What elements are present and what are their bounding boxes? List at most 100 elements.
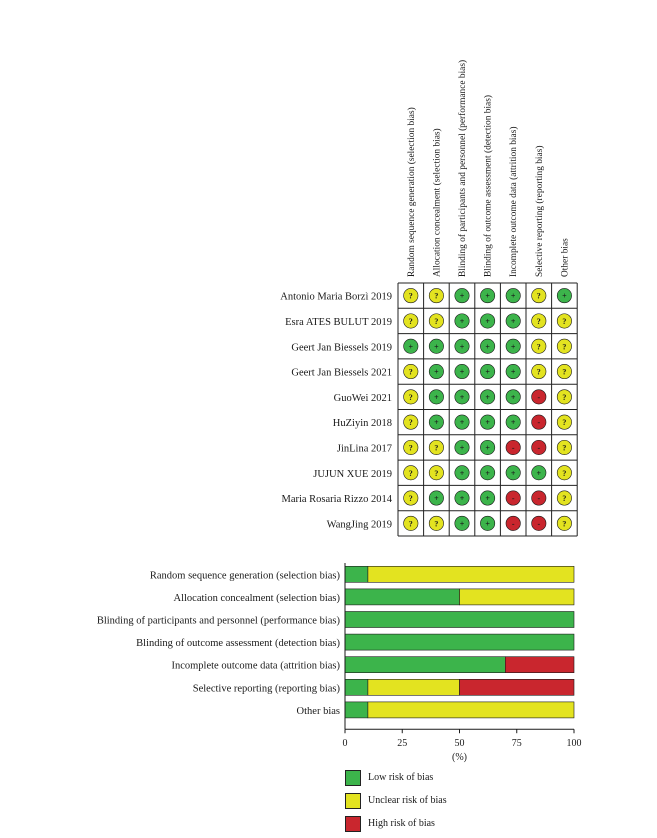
bar-category-label: Allocation concealment (selection bias) [174, 593, 341, 604]
judgement-low [480, 465, 496, 481]
judgement-unclear [403, 515, 419, 531]
judgement-low [480, 389, 496, 405]
summary-column-label: Selective reporting (reporting bias) [534, 146, 545, 277]
bar-segment-low [344, 588, 460, 606]
bar-category-label: Random sequence generation (selection bi… [150, 570, 341, 581]
judgement-low [454, 515, 470, 531]
summary-column-label: Blinding of outcome assessment (detectio… [483, 95, 494, 277]
summary-study-label: Esra ATES BULUT 2019 [285, 317, 392, 328]
bar-category-label: Blinding of outcome assessment (detectio… [136, 638, 340, 649]
judgement-low [480, 490, 496, 506]
judgement-low [454, 414, 470, 430]
summary-column-label: Blinding of participants and personnel (… [457, 60, 468, 277]
bar-category-label: Selective reporting (reporting bias) [193, 683, 341, 694]
judgement-symbol: ? [409, 418, 413, 427]
judgement-symbol: - [512, 519, 515, 528]
judgement-symbol: - [537, 393, 540, 402]
judgement-symbol: ? [562, 418, 566, 427]
judgement-symbol: + [460, 368, 465, 377]
judgement-unclear [556, 389, 572, 405]
legend-swatch-unclear [345, 793, 361, 809]
judgement-symbol: + [511, 317, 516, 326]
judgement-symbol: ? [409, 292, 413, 301]
judgement-symbol: + [562, 292, 567, 301]
judgement-symbol: - [512, 443, 515, 452]
judgement-high [531, 439, 547, 455]
bar-segment-low [344, 611, 575, 628]
legend-item-high: High risk of bias [345, 816, 485, 832]
judgement-low [480, 414, 496, 430]
judgement-symbol: ? [562, 469, 566, 478]
bar-segment-unclear [367, 678, 460, 696]
legend-swatch-high [345, 816, 361, 832]
judgement-unclear [403, 288, 419, 304]
summary-column-label: Allocation concealment (selection bias) [431, 128, 442, 277]
judgement-low [454, 490, 470, 506]
judgement-low [505, 414, 521, 430]
risk-of-bias-summary: Random sequence generation (selection bi… [280, 60, 578, 537]
summary-column-label: Other bias [560, 238, 570, 277]
judgement-unclear [403, 364, 419, 380]
x-axis-title: (%) [452, 752, 467, 763]
summary-study-label: Geert Jan Biessels 2019 [291, 342, 392, 353]
summary-column-label: Random sequence generation (selection bi… [406, 107, 417, 277]
judgement-symbol: ? [537, 317, 541, 326]
judgement-low [428, 364, 444, 380]
judgement-symbol: ? [562, 368, 566, 377]
judgement-symbol: + [511, 469, 516, 478]
judgement-symbol: ? [562, 494, 566, 503]
x-tick-label: 25 [397, 738, 407, 749]
legend-label-unclear: Unclear risk of bias [368, 795, 447, 806]
summary-study-label: Geert Jan Biessels 2021 [291, 368, 392, 379]
judgement-unclear [556, 364, 572, 380]
judgement-symbol: ? [537, 292, 541, 301]
judgement-low [505, 313, 521, 329]
judgement-unclear [403, 414, 419, 430]
judgement-unclear [428, 439, 444, 455]
judgement-symbol: ? [409, 393, 413, 402]
judgement-symbol: + [460, 393, 465, 402]
judgement-high [531, 515, 547, 531]
judgement-symbol: ? [434, 469, 438, 478]
bar-segment-unclear [367, 701, 575, 719]
summary-study-label: Antonio Maria Borzì 2019 [280, 292, 392, 303]
judgement-unclear [556, 490, 572, 506]
x-tick-label: 100 [567, 738, 582, 749]
judgement-symbol: + [511, 342, 516, 351]
bar-segment-high [504, 656, 575, 674]
judgement-unclear [403, 313, 419, 329]
judgement-low [480, 288, 496, 304]
judgement-low [454, 364, 470, 380]
judgement-symbol: - [537, 519, 540, 528]
bar-segment-unclear [459, 588, 575, 606]
judgement-high [531, 490, 547, 506]
judgement-low [505, 338, 521, 354]
judgement-symbol: ? [537, 342, 541, 351]
judgement-low [480, 439, 496, 455]
judgement-unclear [428, 313, 444, 329]
bar-segment-low [344, 678, 369, 696]
judgement-symbol: + [485, 443, 490, 452]
judgement-symbol: ? [434, 519, 438, 528]
judgement-low [480, 364, 496, 380]
judgement-symbol: + [460, 469, 465, 478]
x-tick-label: 75 [512, 738, 522, 749]
judgement-low [454, 439, 470, 455]
judgement-unclear [531, 364, 547, 380]
judgement-low [454, 313, 470, 329]
judgement-unclear [403, 439, 419, 455]
judgement-unclear [531, 313, 547, 329]
judgement-symbol: + [460, 292, 465, 301]
judgement-unclear [403, 389, 419, 405]
judgement-symbol: + [511, 418, 516, 427]
judgement-symbol: + [434, 342, 439, 351]
judgement-symbol: + [434, 494, 439, 503]
judgement-symbol: ? [409, 469, 413, 478]
bar-segment-low [344, 701, 369, 719]
judgement-low [454, 465, 470, 481]
judgement-unclear [403, 465, 419, 481]
judgement-symbol: + [460, 443, 465, 452]
judgement-symbol: + [511, 292, 516, 301]
judgement-low [505, 364, 521, 380]
bar-segment-low [344, 656, 506, 674]
